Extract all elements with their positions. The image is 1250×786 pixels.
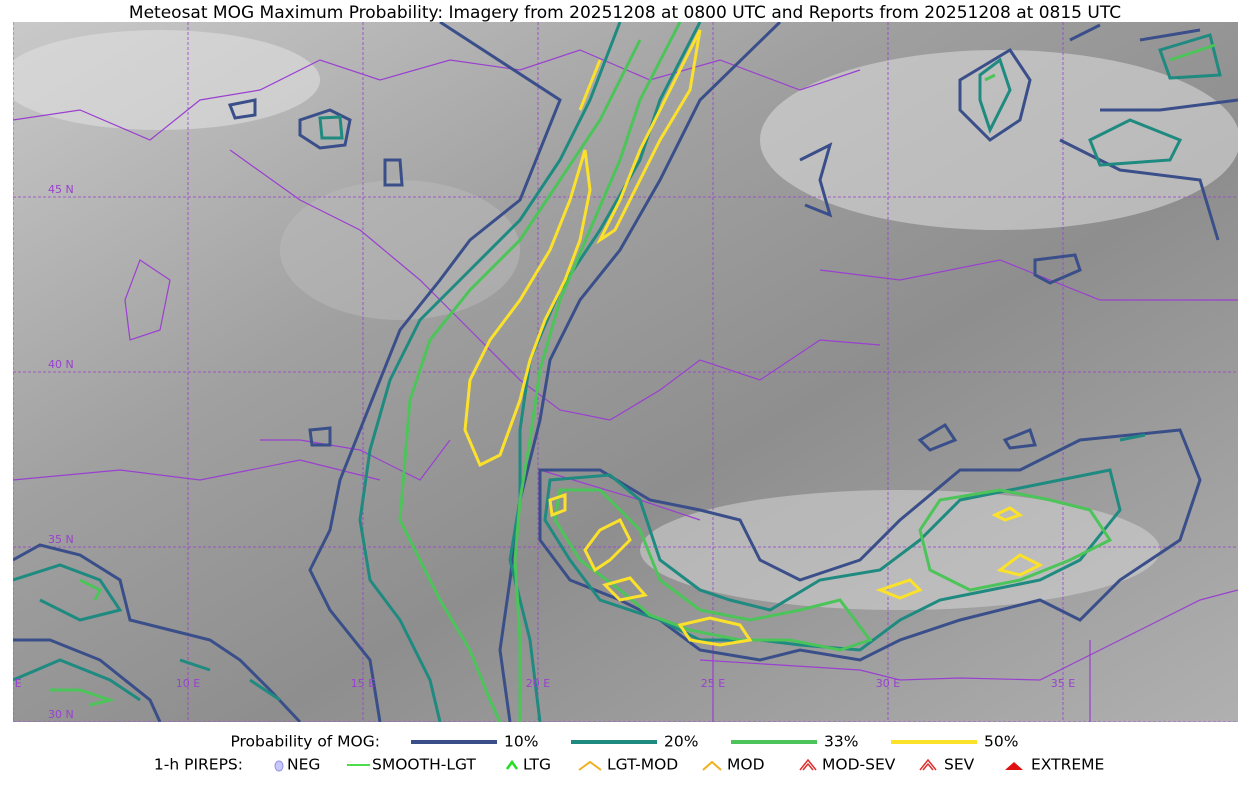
extreme-icon [1005, 762, 1023, 770]
borders [13, 49, 1238, 722]
map: 45 N 40 N 35 N 30 N 5 E 10 E 15 E 20 E 25 E 30 E 3… [4, 22, 1238, 722]
legend-title: 1-h PIREPS: [154, 756, 243, 774]
lgt-mod-icon [578, 760, 602, 771]
cloud [640, 490, 1160, 610]
legend-label: 20% [664, 733, 698, 751]
contours [13, 22, 1238, 722]
ltg-icon [505, 759, 519, 770]
latitude-label: 40 N [48, 358, 74, 371]
neg-icon [274, 760, 284, 772]
cloud [280, 180, 520, 320]
legend-label: SMOOTH-LGT [372, 756, 476, 774]
legend-title: Probability of MOG: [230, 733, 380, 751]
longitude-label: 30 E [876, 677, 900, 690]
longitude-label: 25 E [701, 677, 725, 690]
cloud [760, 50, 1238, 230]
legend-label: NEG [287, 756, 320, 774]
legend-label: LTG [523, 756, 551, 774]
graticule [13, 22, 1238, 722]
mod-sev-icon [799, 758, 817, 771]
pirep-legend: 1-h PIREPS: NEG SMOOTH-LGT LTG LGT-MOD MOD MO… [154, 756, 1104, 774]
sev-icon [919, 758, 937, 771]
latitude-label: 30 N [48, 708, 74, 721]
legend-label: LGT-MOD [607, 756, 678, 774]
cloud [13, 30, 320, 130]
longitude-label: 20 E [526, 677, 550, 690]
latitude-label: 45 N [48, 183, 74, 196]
longitude-label: 10 E [176, 677, 200, 690]
map-title: Meteosat MOG Maximum Probability: Imager… [129, 3, 1121, 23]
longitude-label: 5 E [4, 677, 21, 690]
legend-label: 10% [504, 733, 538, 751]
legend-label: 33% [824, 733, 858, 751]
graticule-labels: 45 N 40 N 35 N 30 N 5 E 10 E 15 E 20 E 25 E 30 E 3… [4, 183, 1075, 721]
probability-legend: Probability of MOG: 10% 20% 33% 50% [230, 733, 1018, 751]
mod-icon [702, 760, 722, 771]
legend-label: 50% [984, 733, 1018, 751]
legend-label: EXTREME [1031, 756, 1104, 774]
longitude-label: 35 E [1051, 677, 1075, 690]
legend-label: MOD [727, 756, 765, 774]
legend-label: MOD-SEV [822, 756, 896, 774]
longitude-label: 15 E [351, 677, 375, 690]
legend-label: SEV [944, 756, 975, 774]
latitude-label: 35 N [48, 533, 74, 546]
